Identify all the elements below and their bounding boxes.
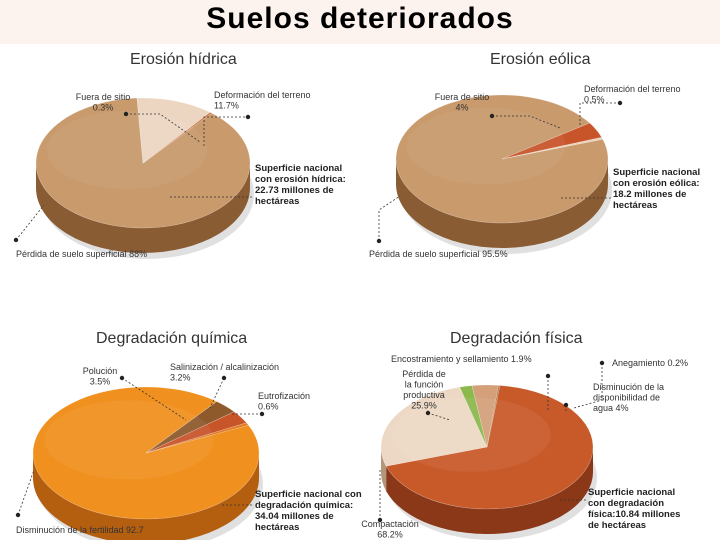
slice-eutrofizacion xyxy=(145,422,249,454)
slice-deformacion-del-terreno xyxy=(501,136,604,160)
slice-compactacion xyxy=(385,385,594,510)
leader-line xyxy=(492,115,561,129)
leader-dot xyxy=(489,113,495,119)
chart-note: Superficie nacional con degradación quími… xyxy=(255,489,362,533)
pie-highlight xyxy=(391,397,551,472)
slice-label-encostramiento-y-sellamiento: Encostramiento y sellamiento 1.9% xyxy=(391,354,532,364)
chart-title: Erosión eólica xyxy=(490,51,591,68)
leader-dot xyxy=(377,517,383,523)
leader-line xyxy=(573,363,603,409)
leader-line xyxy=(15,204,45,241)
slice-side-compactacion xyxy=(386,447,593,535)
slice-label-fuera-de-sitio: Fuera de sitio 0.3% xyxy=(76,92,131,113)
slice-label-compactacion: Compactación 68.2% xyxy=(361,519,419,540)
slice-label-eutrofizacion: Eutrofización 0.6% xyxy=(258,391,310,412)
pie-highlight xyxy=(46,111,208,189)
leader-dot xyxy=(13,237,19,243)
slice-perdida-de-suelo-superficial xyxy=(35,97,251,229)
slice-label-perdida-de-suelo-superficial: Pérdida de suelo superficial 88% xyxy=(16,249,147,259)
leader-line xyxy=(579,102,620,125)
slice-label-disminucion-de-la-disponibilidad-de-agua: Disminución de la disponibilidad de agua 4… xyxy=(593,382,664,413)
slice-disminucion-de-la-fertilidad xyxy=(32,386,260,520)
slice-disminucion-de-la-disponibilidad-de-agua xyxy=(471,384,499,448)
slice-perdida-de-la-funcion-productiva xyxy=(380,386,488,467)
chart-title: Erosión hídrica xyxy=(130,51,237,68)
slice-side-perdida-de-la-funcion-productiva xyxy=(380,447,387,492)
leader-dot xyxy=(425,410,431,416)
leader-line xyxy=(126,113,201,143)
slice-label-disminucion-de-la-fertilidad: Disminución de la fertilidad 92.7 xyxy=(16,525,144,535)
slice-label-anegamiento: Anegamiento 0.2% xyxy=(612,358,688,368)
pie-highlight xyxy=(406,107,566,185)
leader-line xyxy=(121,377,187,421)
slice-label-perdida-de-la-funcion-productiva: Pérdida de la función productiva 25.9% xyxy=(402,369,446,411)
leader-dot xyxy=(123,111,129,117)
leader-line xyxy=(209,377,225,409)
pie-highlight xyxy=(44,400,214,480)
slice-label-deformacion-del-terreno: Deformación del terreno 0.5% xyxy=(584,84,681,105)
leader-dot xyxy=(376,238,382,244)
leader-dot xyxy=(617,100,623,106)
leader-dot xyxy=(119,375,125,381)
pie-chart-1: Erosión hídrica Pérdida de suelo superfic… xyxy=(13,51,346,259)
slice-label-perdida-de-suelo-superficial: Pérdida de suelo superficial 95.5% xyxy=(369,249,508,259)
leader-line xyxy=(203,116,248,146)
leader-dot xyxy=(545,373,551,379)
slice-salinizacion-alcalinizacion xyxy=(145,411,248,454)
leader-dot xyxy=(599,360,605,366)
slice-side-disminucion-de-la-fertilidad xyxy=(33,453,259,540)
slice-side-perdida-de-suelo-superficial xyxy=(36,163,250,253)
leader-line xyxy=(378,195,401,241)
slice-side-perdida-de-suelo-superficial xyxy=(396,159,608,248)
leader-dot xyxy=(563,402,569,408)
slice-polucion xyxy=(145,401,235,454)
leader-dot xyxy=(15,512,21,518)
slice-label-polucion: Polución 3.5% xyxy=(83,366,118,387)
page-title: Suelos deteriorados xyxy=(206,2,514,35)
slice-label-fuera-de-sitio: Fuera de sitio 4% xyxy=(435,92,490,113)
leader-line xyxy=(17,469,35,516)
leader-dot xyxy=(245,114,251,120)
slice-perdida-de-suelo-superficial xyxy=(395,94,609,224)
chart-note: Superficie nacional con erosión eólica: 18… xyxy=(613,167,700,211)
pie-chart-2: Erosión eólica Pérdida de suelo superfici… xyxy=(369,51,700,259)
chart-title: Degradación física xyxy=(450,330,583,347)
pie-chart-3: Degradación química Disminución de la fer… xyxy=(15,330,362,540)
leader-dot xyxy=(221,375,227,381)
title-bar xyxy=(0,0,720,44)
slice-label-salinizacion-alcalinizacion: Salinización / alcalinización 3.2% xyxy=(170,362,279,383)
slice-fuera-de-sitio xyxy=(142,112,213,164)
chart-title: Degradación química xyxy=(96,330,247,347)
slice-anegamiento xyxy=(486,385,501,448)
slice-encostramiento-y-sellamiento xyxy=(459,385,488,448)
pie-chart-4: Degradación física Compactación 68.2% Pérdi… xyxy=(361,330,688,540)
slice-label-deformacion-del-terreno: Deformación del terreno 11.7% xyxy=(214,90,311,111)
chart-note: Superficie nacional con erosión hídrica: 2… xyxy=(255,163,346,207)
leader-dot xyxy=(259,411,265,417)
slice-fuera-de-sitio xyxy=(501,122,603,160)
chart-note: Superficie nacional con degradación física… xyxy=(588,487,680,531)
